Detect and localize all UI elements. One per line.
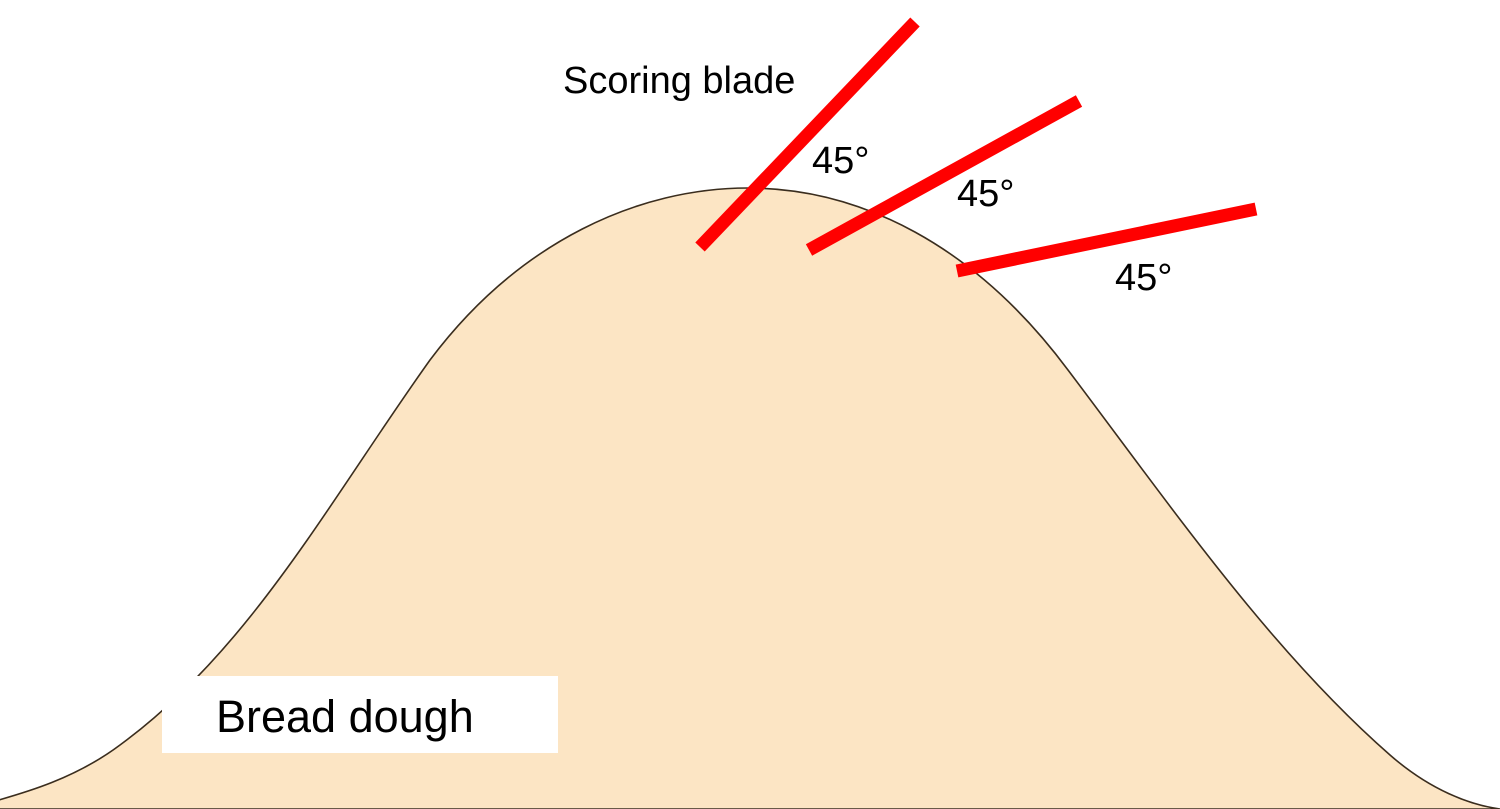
angle-label-2: 45° [957,173,1014,215]
bread-dough-label-box [162,676,558,753]
scoring-blade-label: Scoring blade [563,60,795,102]
scoring-cut-3 [955,202,1258,278]
scoring-cut-2 [805,95,1083,256]
angle-label-1: 45° [812,140,869,182]
bread-dough-label: Bread dough [216,691,474,742]
scoring-cut-1 [695,17,920,252]
angle-label-3: 45° [1115,257,1172,299]
